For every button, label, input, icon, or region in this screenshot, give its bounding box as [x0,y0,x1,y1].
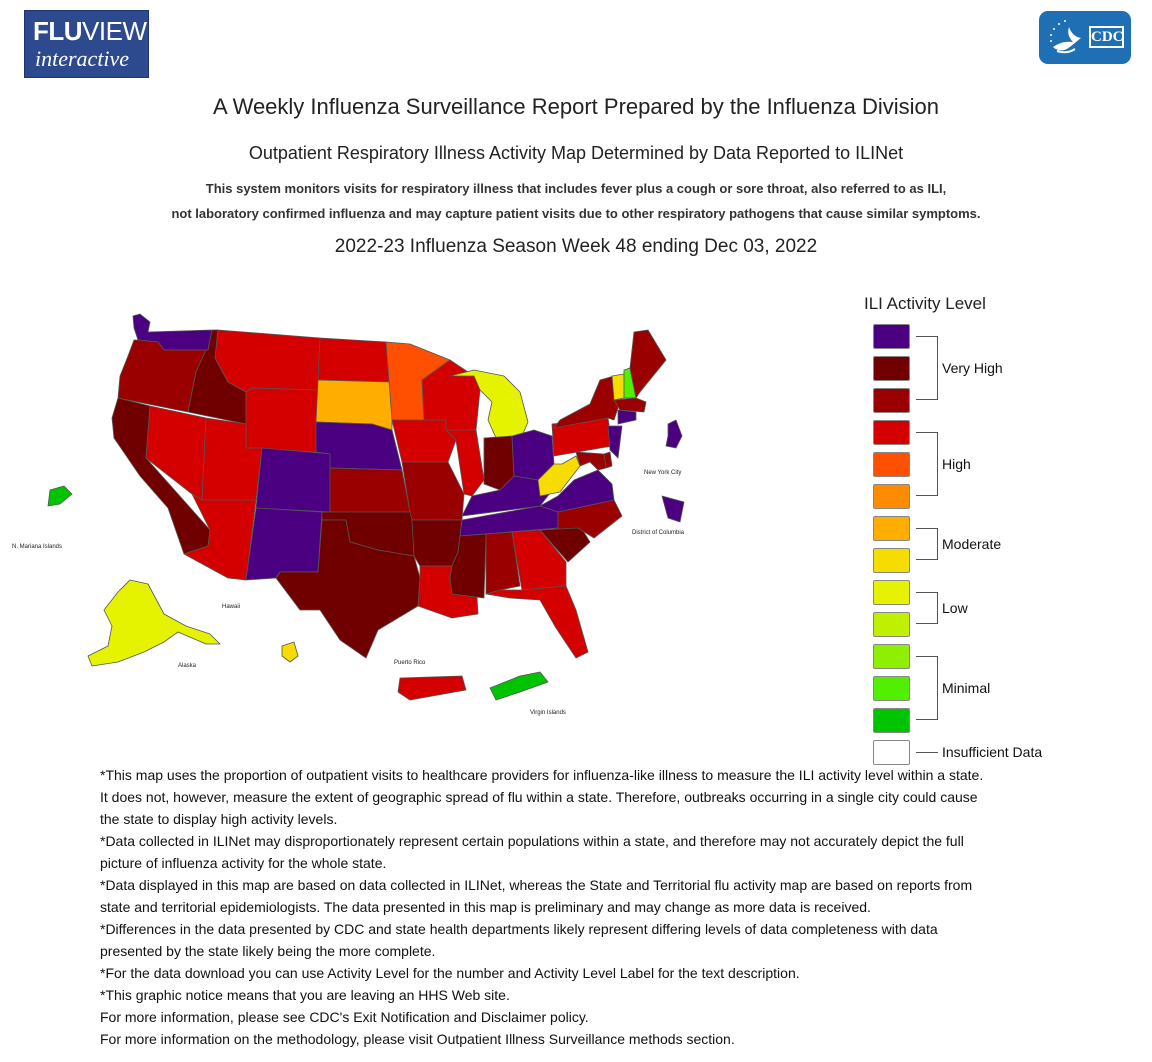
map-label-dc: District of Columbia [632,530,685,536]
state-NC[interactable] [539,499,623,539]
legend-swatch-level-13[interactable] [873,324,910,349]
cdc-logo[interactable]: CDC [1039,11,1131,64]
legend-label-high: High [942,456,971,472]
legend-label-very-high: Very High [942,360,1003,376]
state-NYC[interactable] [665,419,683,449]
state-WY[interactable] [245,387,319,453]
footnote-line: state and territorial epidemiologists. T… [100,899,871,915]
state-MA[interactable] [613,397,647,413]
legend-label-moderate: Moderate [942,536,1002,552]
state-TX[interactable] [275,519,421,659]
footnote-line: *For the data download you can use Activ… [100,965,800,981]
season-week-title: 2022-23 Influenza Season Week 48 ending … [334,236,818,257]
legend-swatch-level-7[interactable] [873,516,910,541]
description-line-2: not laboratory confirmed influenza and m… [171,206,981,221]
state-NM[interactable] [245,507,323,581]
footnote-line: For more information, please see CDC's E… [100,1009,589,1025]
legend-swatch-level-11[interactable] [873,388,910,413]
legend-swatch-level-4[interactable] [873,612,910,637]
footnote-line: *Differences in the data presented by CD… [100,921,938,937]
cdc-logo-text: CDC [1089,26,1124,48]
state-ME[interactable] [629,329,667,399]
legend-swatch-level-1[interactable] [873,708,910,733]
legend-swatch-level-10[interactable] [873,420,910,445]
state-NJ[interactable] [607,425,623,459]
legend-bracket-minimal [916,656,938,720]
footnote-line: *This graphic notice means that you are … [100,987,510,1003]
map-label-alaska: Alaska [178,663,197,669]
legend-label-low: Low [942,600,968,616]
state-FL[interactable] [485,585,589,659]
state-ND[interactable] [317,337,393,383]
state-PR[interactable] [397,675,467,701]
footnote-line: picture of influenza activity for the wh… [100,855,387,871]
page-title: A Weekly Influenza Surveillance Report P… [213,94,939,119]
legend-label-insufficient: Insufficient Data [942,744,1043,760]
state-HI[interactable] [281,641,299,663]
legend-bracket-low [916,592,938,624]
description-line-1: This system monitors visits for respirat… [205,181,947,196]
map-label-nmi: N. Mariana Islands [12,544,63,550]
footnote-line: the state to display high activity level… [100,811,338,827]
footnote-line: *This map uses the proportion of outpati… [100,767,984,783]
legend-swatch-level-3[interactable] [873,644,910,669]
footnote-line: presented by the state likely being the … [100,943,436,959]
legend-swatch-level-9[interactable] [873,452,910,477]
map-subtitle: Outpatient Respiratory Illness Activity … [248,143,904,163]
legend-swatch-level-6[interactable] [873,548,910,573]
state-MO[interactable] [401,461,465,521]
legend-label-minimal: Minimal [942,680,991,696]
footnotes: *This map uses the proportion of outpati… [100,764,1020,1050]
state-MD[interactable] [575,451,607,471]
legend-bracket-high [916,432,938,496]
state-AL[interactable] [485,531,521,595]
state-VT[interactable] [611,373,625,401]
legend-swatch-level-2[interactable] [873,676,910,701]
footnote-line: It does not, however, measure the extent… [100,789,978,805]
state-CO[interactable] [255,447,333,513]
legend-bracket-moderate [916,528,938,560]
map-label-virgin-islands: Virgin Islands [530,710,566,716]
footnote-line: For more information on the methodology,… [100,1031,735,1047]
footnote-line: *Data displayed in this map are based on… [100,877,973,893]
map-label-puerto-rico: Puerto Rico [394,660,426,666]
map-label-nyc: New York City [644,470,682,476]
hhs-eagle-icon [1050,20,1081,54]
legend-swatch-level-12[interactable] [873,356,910,381]
legend-swatch-insufficient[interactable] [873,740,910,765]
state-VA[interactable] [539,469,615,513]
legend-title: ILI Activity Level [864,294,986,313]
ili-activity-map: N. Mariana Islands Hawaii Alaska Puerto … [0,280,850,740]
fluview-logo[interactable]: FLUVIEW interactive [24,10,149,78]
legend-bracket-insufficient [916,752,938,753]
state-NY[interactable] [553,375,619,429]
state-DC[interactable] [661,495,685,523]
state-AR[interactable] [411,519,463,567]
legend-swatch-level-8[interactable] [873,484,910,509]
state-AK[interactable] [87,579,221,667]
fluview-logo-line2: interactive [35,46,130,71]
us-map-svg [47,313,685,701]
state-MP[interactable] [47,485,73,507]
state-GA[interactable] [511,529,567,591]
map-label-hawaii: Hawaii [222,604,241,610]
state-VI[interactable] [489,671,549,701]
state-CT[interactable] [617,409,637,425]
state-KS[interactable] [329,467,411,513]
legend-bracket-very-high [916,336,938,400]
footnote-line: *Data collected in ILINet may disproport… [100,833,964,849]
fluview-logo-line1: FLUVIEW [33,16,147,46]
state-AZ[interactable] [183,493,257,581]
state-WV[interactable] [537,455,581,497]
state-MT[interactable] [214,329,321,393]
legend-swatch-level-5[interactable] [873,580,910,605]
